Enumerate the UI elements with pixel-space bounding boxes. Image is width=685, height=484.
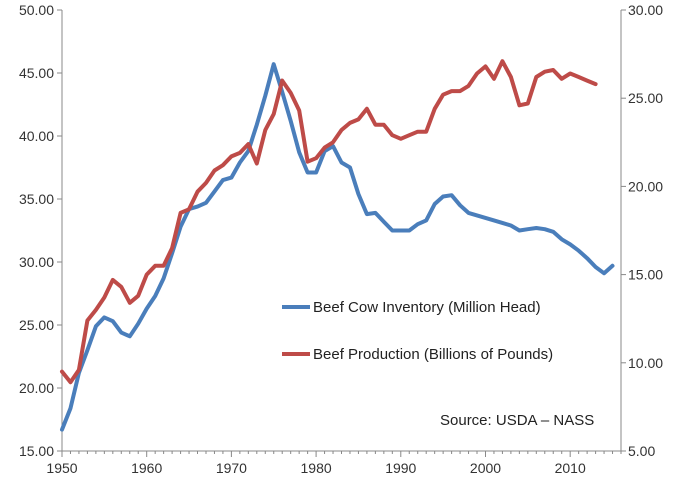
right-tick-label: 20.00 <box>628 178 663 194</box>
left-tick-label: 20.00 <box>19 380 54 396</box>
x-tick-label: 1990 <box>385 460 416 476</box>
x-axis-ticks: 1950 1960 1970 1980 1990 2000 2010 <box>46 451 622 476</box>
right-tick-label: 5.00 <box>628 443 655 459</box>
left-tick-label: 50.00 <box>19 2 54 18</box>
right-tick-label: 15.00 <box>628 267 663 283</box>
x-tick-label: 2000 <box>470 460 501 476</box>
x-tick-label: 1970 <box>216 460 247 476</box>
source-annotation: Source: USDA – NASS <box>440 412 594 429</box>
right-tick-label: 10.00 <box>628 355 663 371</box>
right-tick-label: 30.00 <box>628 2 663 18</box>
x-tick-label: 1960 <box>131 460 162 476</box>
left-tick-label: 45.00 <box>19 65 54 81</box>
right-tick-label: 25.00 <box>628 90 663 106</box>
legend-label-beef-cow-inventory: Beef Cow Inventory (Million Head) <box>313 299 541 316</box>
legend: Beef Cow Inventory (Million Head) Beef P… <box>282 299 553 363</box>
left-tick-label: 25.00 <box>19 317 54 333</box>
legend-label-beef-production: Beef Production (Billions of Pounds) <box>313 346 553 363</box>
left-tick-label: 15.00 <box>19 443 54 459</box>
legend-item-beef-production: Beef Production (Billions of Pounds) <box>282 346 553 363</box>
x-tick-label: 2010 <box>555 460 586 476</box>
x-tick-label: 1950 <box>46 460 77 476</box>
legend-item-beef-cow-inventory: Beef Cow Inventory (Million Head) <box>282 299 541 316</box>
x-tick-label: 1980 <box>301 460 332 476</box>
series-line-beef-cow-inventory <box>60 62 615 432</box>
left-tick-label: 30.00 <box>19 254 54 270</box>
series-line-beef-production <box>60 59 598 385</box>
series-layer <box>60 59 615 432</box>
right-axis-ticks: 5.00 10.00 15.00 20.00 25.00 30.00 <box>621 2 663 459</box>
left-axis-ticks: 15.00 20.00 25.00 30.00 35.00 40.00 45.00 50.00 <box>19 2 62 459</box>
left-tick-label: 35.00 <box>19 191 54 207</box>
left-tick-label: 40.00 <box>19 128 54 144</box>
